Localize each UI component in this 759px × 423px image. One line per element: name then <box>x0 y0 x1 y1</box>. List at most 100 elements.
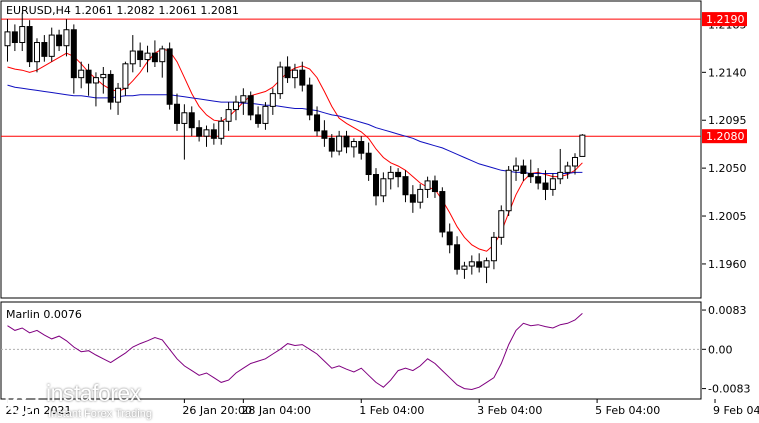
candle-body <box>321 130 328 139</box>
marlin-line <box>7 313 583 391</box>
candle-body <box>70 29 77 79</box>
candle-body <box>240 95 247 103</box>
candle-body <box>137 50 144 61</box>
candle-body <box>203 129 210 137</box>
candle-body <box>498 210 505 238</box>
candle-body <box>409 194 416 203</box>
candle-body <box>107 73 114 103</box>
candle-body <box>417 188 424 203</box>
marlin-y-axis: 0.0083 0.00 -0.0083 <box>702 304 750 396</box>
candle-body <box>225 109 232 122</box>
y-tick-label: 1.2140 <box>708 66 747 79</box>
candle-body <box>343 135 350 148</box>
candle-body <box>571 156 578 167</box>
candle-body <box>468 261 475 267</box>
instaforex-logo-name: instaforex <box>46 380 141 406</box>
marlin-y-tick-label: 0.00 <box>708 343 733 356</box>
candle-body <box>395 171 402 178</box>
candle-body <box>33 42 40 63</box>
candle-body <box>350 141 357 148</box>
candle-body <box>78 69 85 79</box>
main-panel: EURUSD,H4 1.2061 1.2082 1.2061 1.2081 <box>0 0 702 299</box>
candle-body <box>218 120 225 139</box>
candle-body <box>284 66 291 79</box>
candle-body <box>188 112 195 129</box>
level-price-tag <box>702 129 747 144</box>
candle-body <box>48 34 55 57</box>
level-price-label: 1.2190 <box>706 13 745 26</box>
candle-body <box>210 129 217 139</box>
candle-body <box>446 231 453 246</box>
candle-body <box>262 105 269 124</box>
marlin-panel: Marlin 0.0076 <box>0 301 702 400</box>
candle-body <box>4 31 11 47</box>
candle-body <box>564 165 571 173</box>
candle-body <box>306 84 313 116</box>
marlin-panel-frame <box>0 301 702 400</box>
candle-body <box>439 191 446 233</box>
candle-body <box>255 114 262 124</box>
candle-body <box>122 63 129 89</box>
candle-body <box>402 176 409 196</box>
candle-body <box>557 171 564 180</box>
candle-body <box>291 69 298 79</box>
candle-body <box>41 42 48 57</box>
candle-body <box>299 69 306 86</box>
candle-body <box>365 152 372 176</box>
candle-body <box>232 101 239 111</box>
candle-body <box>424 180 431 190</box>
candle-body <box>380 178 387 197</box>
instaforex-logo-tagline: Instant Forex Trading <box>48 408 152 420</box>
candle-body <box>129 50 136 65</box>
marlin-title: Marlin 0.0076 <box>6 308 82 321</box>
candle-body <box>314 114 321 132</box>
candle-body <box>247 95 254 116</box>
x-tick-label: 3 Feb 04:00 <box>477 404 542 417</box>
candle-body <box>85 69 92 84</box>
marlin-y-tick-label: -0.0083 <box>708 383 750 396</box>
candle-body <box>431 180 438 193</box>
candle-body <box>542 182 549 190</box>
main-chart-title: EURUSD,H4 1.2061 1.2082 1.2061 1.2081 <box>6 4 239 17</box>
candle-body <box>19 26 26 44</box>
candle-body <box>181 112 188 124</box>
marlin-y-tick-label: 0.0083 <box>708 304 747 317</box>
instaforex-logo: instaforex Instant Forex Trading <box>4 378 179 422</box>
candle-body <box>505 169 512 212</box>
moving-average-line <box>7 84 583 174</box>
candle-body <box>100 73 107 79</box>
candle-body <box>328 137 335 152</box>
main-y-axis: 1.21851.21401.20951.20501.20051.19601.21… <box>702 12 747 271</box>
candle-body <box>151 52 158 63</box>
y-tick-label: 1.1960 <box>708 258 747 271</box>
level-price-tag <box>702 12 747 27</box>
candle-body <box>387 171 394 180</box>
candle-body <box>336 135 343 152</box>
candle-body <box>373 174 379 197</box>
candle-body <box>461 265 468 270</box>
candle-body <box>520 165 527 174</box>
y-tick-label: 1.2005 <box>708 210 747 223</box>
level-price-label: 1.2080 <box>706 130 745 143</box>
instaforex-logo-icon <box>5 381 39 415</box>
x-tick-label: 26 Jan 20:00 <box>182 404 252 417</box>
candle-body <box>579 134 586 157</box>
candle-body <box>166 48 173 105</box>
candle-body <box>483 260 490 268</box>
candle-body <box>92 77 99 84</box>
candle-body <box>56 34 63 47</box>
y-tick-label: 1.2050 <box>708 162 747 175</box>
candle-body <box>358 141 365 154</box>
candle-body <box>159 48 166 63</box>
y-tick-label: 1.2095 <box>708 114 747 127</box>
candle-body <box>26 26 33 63</box>
candle-body <box>269 93 276 107</box>
candle-body <box>196 127 203 137</box>
candle-body <box>63 29 70 47</box>
main-panel-frame <box>0 0 702 299</box>
candle-body <box>11 31 18 44</box>
candle-body <box>174 103 181 124</box>
x-tick-label: 28 Jan 04:00 <box>241 404 311 417</box>
